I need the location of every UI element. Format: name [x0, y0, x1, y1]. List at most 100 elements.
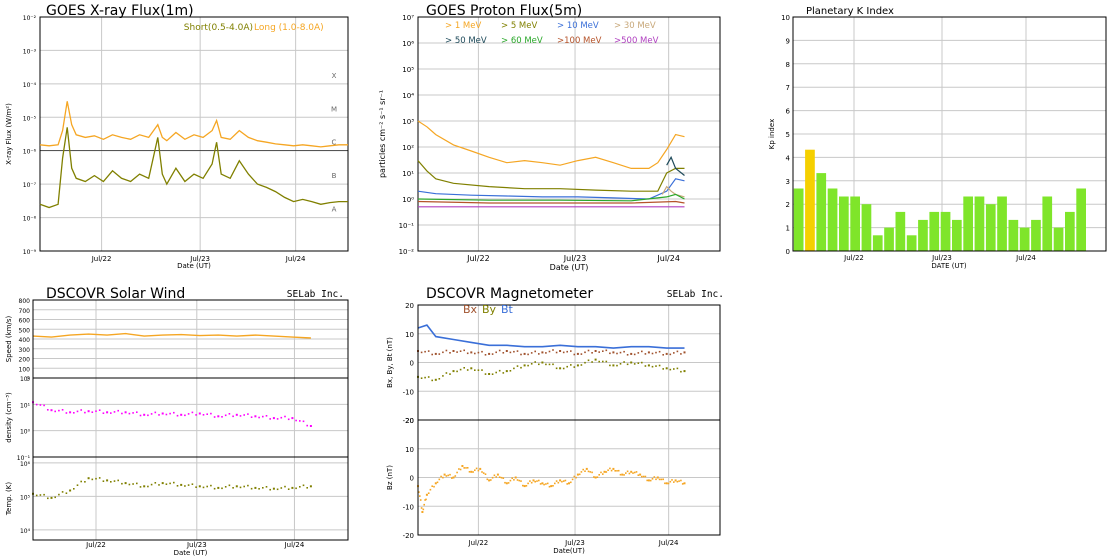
by-series-point: [527, 364, 529, 367]
temperature-series-point: [124, 482, 127, 485]
x-tick-label: Jul/23: [931, 254, 952, 262]
bx-series-point: [637, 352, 640, 354]
bz-series-point: [493, 474, 496, 477]
temperature-series: [32, 477, 312, 500]
by-series-point: [612, 364, 615, 367]
by-series-point: [530, 363, 533, 365]
bx-series-point: [505, 350, 508, 352]
density-series-point: [243, 414, 245, 416]
temperature-series-point: [136, 482, 138, 485]
by-series-point: [584, 361, 586, 364]
bx-series-point: [449, 352, 451, 354]
temperature-series-point: [39, 494, 42, 496]
by-series-point: [566, 365, 568, 368]
x-axis-label: Date(UT): [553, 547, 585, 555]
kp-bar: [1031, 219, 1041, 251]
bz-series-point: [520, 480, 522, 482]
bz-series-point: [539, 483, 542, 485]
kp-bar: [974, 196, 985, 251]
density-series-point: [58, 409, 60, 412]
by-series-point: [509, 370, 512, 372]
y-tick-label: 10²: [20, 376, 31, 383]
by-series-point: [516, 365, 519, 367]
bz-series-point: [440, 475, 442, 478]
y-tick-label: 10⁰: [20, 429, 31, 436]
bx-series-point: [562, 351, 565, 354]
temperature-series-point: [110, 481, 112, 483]
density-series-point: [187, 413, 190, 415]
bx-series-point: [431, 353, 433, 356]
temperature-series-point: [224, 486, 227, 488]
bz-series-point: [585, 467, 588, 470]
bz-series-point: [418, 491, 420, 493]
by-series-point: [449, 373, 451, 375]
density-series-point: [176, 414, 179, 417]
kp-bar: [918, 219, 928, 251]
density-series-point: [206, 413, 208, 415]
by-series-point: [481, 369, 483, 371]
bz-series-point: [466, 467, 469, 469]
by-series-point: [637, 362, 640, 364]
x-tick-label: Jul/23: [186, 541, 207, 549]
y-tick-label: 10⁻⁷: [23, 182, 37, 189]
bz-series-point: [667, 482, 670, 485]
density-series-point: [139, 414, 142, 417]
density-series-point: [143, 413, 146, 416]
bz-series-point: [653, 476, 656, 478]
proton-legend-item: > 30 MeV: [614, 21, 656, 31]
density-series-point: [102, 412, 105, 414]
bx-series-point: [470, 351, 473, 354]
by-series-point: [570, 364, 572, 366]
kp-bar: [1042, 196, 1053, 251]
by-series-point: [605, 360, 608, 363]
bx-series-point: [669, 353, 672, 356]
bz-series-point: [504, 481, 506, 484]
temperature-series-point: [247, 484, 249, 487]
bz-series-point: [431, 485, 433, 487]
bx-series-point: [452, 350, 455, 352]
bz-series-point: [623, 474, 625, 476]
bt-series: [417, 324, 685, 349]
proton-legend-item: > 50 MeV: [445, 36, 487, 46]
y-tick-label: 5: [786, 131, 790, 139]
bz-series-point: [673, 481, 675, 483]
density-series-point: [180, 413, 183, 416]
bx-series-point: [612, 351, 615, 354]
density-series-point: [73, 412, 75, 414]
density-series-point: [150, 413, 153, 415]
temperature-series-point: [143, 485, 146, 488]
density-series-point: [228, 413, 231, 415]
by-series-point: [623, 361, 625, 363]
density-series-point: [113, 411, 116, 413]
bz-series-point: [419, 499, 422, 501]
bz-series-point: [576, 473, 579, 476]
bx-series-point: [438, 353, 441, 355]
bx-series-point: [655, 351, 657, 354]
bz-series-point: [642, 475, 645, 478]
temperature-series-point: [250, 487, 253, 490]
proton-legend-item: > 10 MeV: [557, 21, 599, 31]
bz-series-point: [458, 468, 460, 470]
kp-bar: [884, 227, 894, 251]
density-series-point: [173, 411, 175, 414]
kp-bar: [929, 211, 940, 251]
proton-chart-title: GOES Proton Flux(5m): [426, 3, 582, 19]
temperature-series-point: [95, 477, 97, 480]
bz-series-point: [602, 473, 604, 475]
magnetometer-panel-frame: [417, 419, 721, 536]
bz-series-point: [424, 499, 426, 501]
bz-series-point: [472, 471, 474, 473]
bz-series-point: [580, 471, 583, 473]
bz-series-point: [452, 476, 455, 479]
bz-series-point: [474, 469, 476, 471]
bx-series-point: [609, 352, 611, 355]
y-tick-label: 200: [19, 357, 31, 364]
x-tick-label: Jul/22: [468, 539, 489, 547]
y-tick-label: 4: [786, 154, 791, 162]
bz-series-point: [658, 478, 661, 481]
density-series-point: [198, 412, 201, 415]
bz-series-point: [543, 483, 545, 486]
bz-series-point: [584, 470, 586, 472]
bx-series-point: [488, 352, 491, 355]
bx-series-point: [576, 352, 579, 355]
